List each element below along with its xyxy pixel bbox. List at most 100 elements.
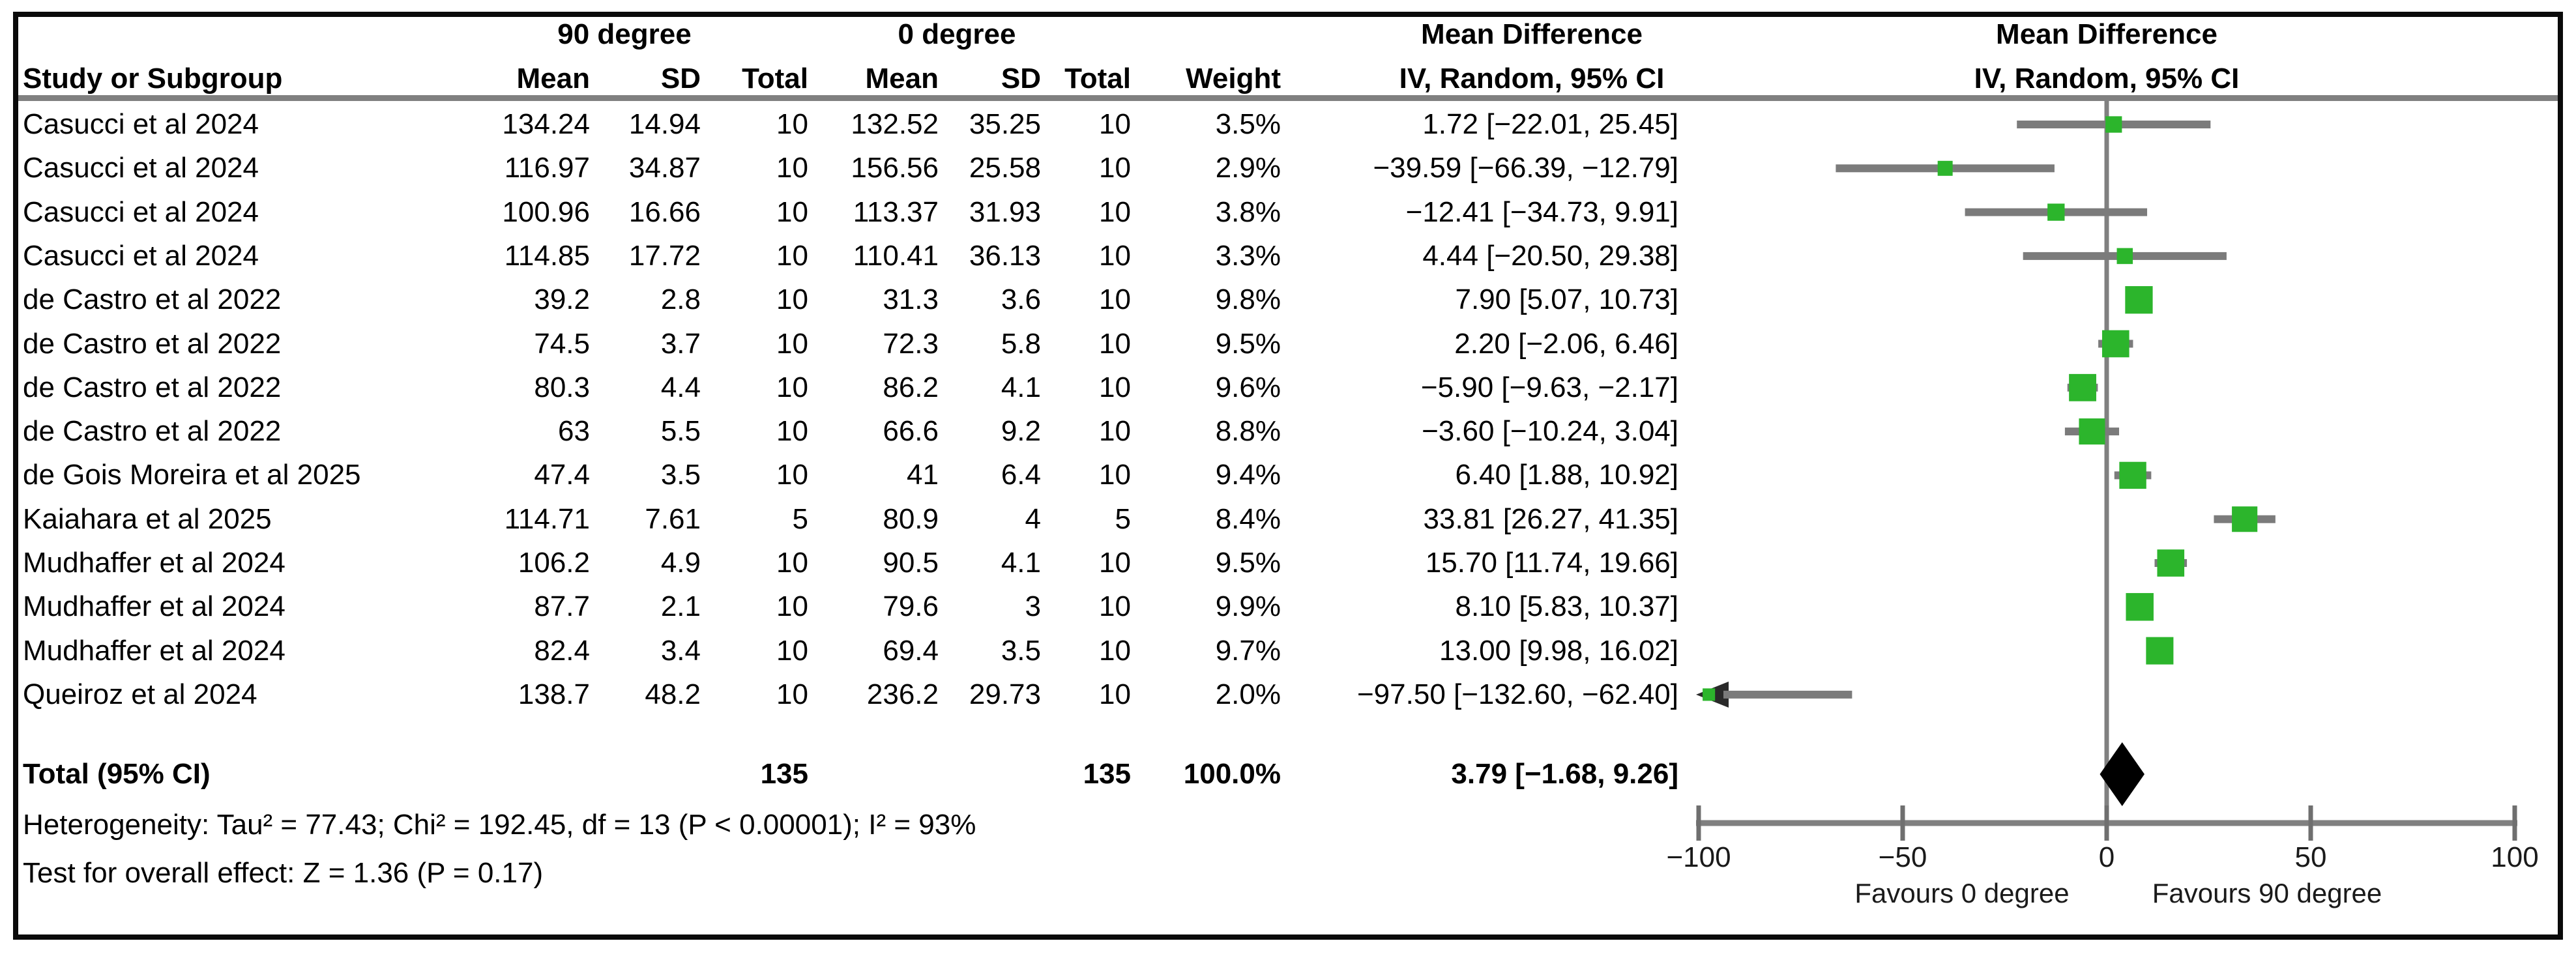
- total-90-value: 10: [776, 239, 808, 272]
- effect-marker: [1703, 688, 1716, 701]
- mean-0-value: 113.37: [853, 196, 939, 228]
- total-weight: 100.0%: [1183, 758, 1281, 790]
- effect-marker: [2125, 286, 2153, 314]
- sd-0-value: 3.5: [1001, 634, 1041, 667]
- sd-0-value: 6.4: [1001, 459, 1041, 491]
- total-0-value: 10: [1099, 371, 1131, 403]
- mean-0-value: 66.6: [883, 415, 939, 448]
- effect-marker: [2232, 506, 2258, 532]
- mean-90-value: 134.24: [502, 108, 590, 140]
- mean-90-value: 138.7: [518, 678, 590, 710]
- mean-0-value: 156.56: [851, 152, 939, 184]
- mean-90-value: 116.97: [504, 152, 590, 184]
- mean-90-value: 87.7: [534, 590, 590, 623]
- figure-border: [13, 12, 2563, 940]
- mean-90-value: 100.96: [502, 196, 590, 228]
- study-name: de Castro et al 2022: [23, 371, 282, 403]
- axis-tick: [1900, 805, 1905, 841]
- effect-marker: [2069, 373, 2096, 401]
- total-0-value: 10: [1099, 634, 1131, 667]
- mean-0-value: 132.52: [851, 108, 939, 140]
- total-90-value: 10: [776, 108, 808, 140]
- weight-value: 2.9%: [1215, 152, 1281, 184]
- weight-value: 9.5%: [1215, 327, 1281, 360]
- axis-tick: [2308, 805, 2313, 841]
- total-ci-text: 3.79 [−1.68, 9.26]: [1451, 758, 1678, 790]
- sd-90-value: 2.8: [660, 283, 701, 316]
- sd-0-value: 5.8: [1001, 327, 1041, 360]
- effect-marker: [2047, 203, 2065, 221]
- sd-90-value: 34.87: [628, 152, 701, 184]
- method-header: IV, Random, 95% CI: [1399, 63, 1665, 94]
- axis-tick: [1696, 805, 1701, 841]
- group2-header: 0 degree: [898, 18, 1016, 50]
- total-90-value: 10: [776, 547, 808, 579]
- header-separator: [18, 95, 2558, 101]
- ci-text-value: −39.59 [−66.39, −12.79]: [1373, 152, 1678, 184]
- total-90-value: 10: [776, 371, 808, 403]
- total-n0: 135: [1083, 758, 1131, 790]
- total-0-value: 10: [1099, 327, 1131, 360]
- study-name: Mudhaffer et al 2024: [23, 547, 285, 579]
- weight-value: 9.8%: [1215, 283, 1281, 316]
- ci-text-value: 33.81 [26.27, 41.35]: [1423, 502, 1678, 535]
- sd-0-value: 36.13: [969, 239, 1041, 272]
- ci-text-value: 2.20 [−2.06, 6.46]: [1454, 327, 1678, 360]
- ci-text-value: −12.41 [−34.73, 9.91]: [1405, 196, 1678, 228]
- mean-0-value: 80.9: [883, 502, 939, 535]
- mean90-header: Mean: [516, 63, 590, 94]
- total-90-value: 10: [776, 327, 808, 360]
- effect-marker: [2119, 461, 2146, 489]
- effect-marker: [2101, 330, 2130, 358]
- weight-value: 2.0%: [1215, 678, 1281, 710]
- study-name: Casucci et al 2024: [23, 196, 259, 228]
- weight-value: 9.4%: [1215, 459, 1281, 491]
- study-header: Study or Subgroup: [23, 63, 283, 94]
- sd-0-value: 4: [1025, 502, 1041, 535]
- total-0-value: 10: [1099, 547, 1131, 579]
- total-label: Total (95% CI): [23, 758, 211, 790]
- study-name: Queiroz et al 2024: [23, 678, 257, 710]
- effect-marker: [1937, 160, 1953, 176]
- ci-text-value: 7.90 [5.07, 10.73]: [1455, 283, 1678, 316]
- weight-value: 9.5%: [1215, 547, 1281, 579]
- mean-90-value: 63: [558, 415, 590, 448]
- study-name: de Castro et al 2022: [23, 283, 282, 316]
- mean-90-value: 74.5: [534, 327, 590, 360]
- mean-90-value: 114.71: [504, 502, 590, 535]
- effect-marker: [2116, 248, 2133, 265]
- sd-90-value: 48.2: [645, 678, 701, 710]
- ci-text-value: −5.90 [−9.63, −2.17]: [1420, 371, 1678, 403]
- total90-header: Total: [742, 63, 808, 94]
- study-name: Kaiahara et al 2025: [23, 502, 272, 535]
- mean-90-value: 114.85: [504, 239, 590, 272]
- mean-90-value: 80.3: [534, 371, 590, 403]
- mean-0-value: 236.2: [866, 678, 939, 710]
- study-name: Casucci et al 2024: [23, 239, 259, 272]
- mean-90-value: 106.2: [518, 547, 590, 579]
- mean-0-value: 90.5: [883, 547, 939, 579]
- effect-marker: [2157, 549, 2185, 577]
- effect-marker: [2105, 116, 2122, 133]
- total-90-value: 10: [776, 678, 808, 710]
- sd-0-value: 31.93: [969, 196, 1041, 228]
- total-90-value: 10: [776, 415, 808, 448]
- axis-tick-label: −100: [1666, 841, 1731, 873]
- weight-value: 3.3%: [1215, 239, 1281, 272]
- mean-90-value: 82.4: [534, 634, 590, 667]
- mean-90-value: 47.4: [534, 459, 590, 491]
- ci-line: [1723, 690, 1852, 699]
- mean-0-value: 79.6: [883, 590, 939, 623]
- total-90-value: 5: [792, 502, 808, 535]
- heterogeneity-note: Heterogeneity: Tau² = 77.43; Chi² = 192.…: [23, 809, 976, 841]
- zero-line: [2104, 101, 2109, 823]
- ci-text-value: −97.50 [−132.60, −62.40]: [1356, 678, 1678, 710]
- sd-90-value: 2.1: [660, 590, 701, 623]
- weight-value: 8.8%: [1215, 415, 1281, 448]
- total-0-value: 10: [1099, 196, 1131, 228]
- sd-0-value: 35.25: [969, 108, 1041, 140]
- axis-tick-label: −50: [1878, 841, 1927, 873]
- sd-90-value: 5.5: [660, 415, 701, 448]
- study-name: Casucci et al 2024: [23, 152, 259, 184]
